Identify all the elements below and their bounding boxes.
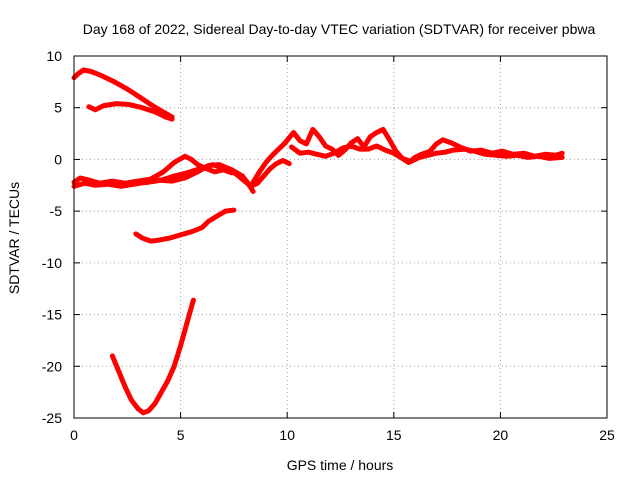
x-tick-label: 10 [279,427,295,443]
series-arc-7 [109,297,196,416]
x-tick-label: 15 [386,427,402,443]
y-tick-label: 10 [46,48,62,64]
series-arc-9 [289,143,565,164]
y-tick-label: -10 [42,255,62,271]
series-arc-2 [86,101,175,122]
series-arc-6 [133,207,237,244]
x-tick-label: 20 [493,427,509,443]
x-tick-label: 5 [177,427,185,443]
y-tick-label: -5 [50,203,63,219]
x-tick-label: 25 [599,427,615,443]
series-group [71,67,565,416]
y-tick-label: -25 [42,410,62,426]
plot-frame [73,55,608,419]
x-axis-label: GPS time / hours [287,457,394,473]
series-arc-5 [133,158,292,189]
y-tick-label: 5 [54,100,62,116]
x-tick-label: 0 [70,427,78,443]
tick-labels: 0 5 10 15 20 25 -25 -20 -15 -10 -5 0 5 10 [42,48,615,443]
series-arc-1 [71,67,175,120]
y-tick-label: -15 [42,307,62,323]
y-axis-label: SDTVAR / TECUs [6,182,22,294]
grid [73,55,608,419]
y-tick-label: -20 [42,358,62,374]
chart-title: Day 168 of 2022, Sidereal Day-to-day VTE… [83,21,596,37]
series-arc-3 [71,153,235,186]
y-tick-label: 0 [54,151,62,167]
